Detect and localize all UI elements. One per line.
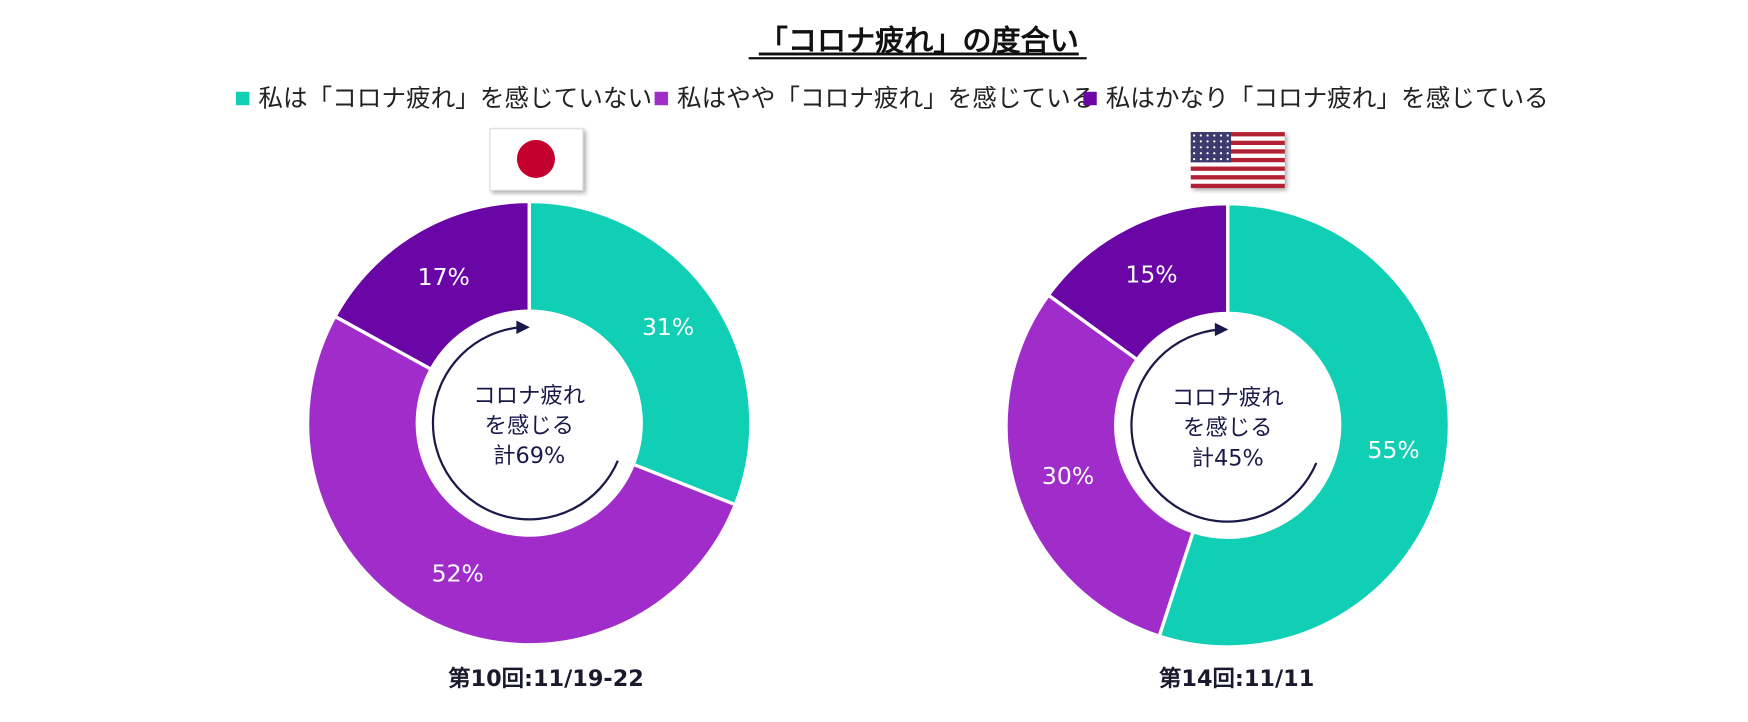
cycle-arrow (431, 326, 619, 521)
flag-star (1199, 146, 1202, 149)
center-text: 計69% (493, 443, 565, 469)
data-label: 31% (642, 313, 694, 341)
flag-stripe (1190, 175, 1285, 180)
flag-star (1213, 140, 1216, 143)
data-label: 55% (1367, 436, 1419, 464)
flag-star (1213, 134, 1216, 137)
legend-swatch (235, 91, 250, 106)
flag-star (1219, 158, 1223, 161)
flag-star (1206, 140, 1209, 143)
flag-star (1206, 146, 1209, 149)
flag-star (1219, 152, 1223, 155)
center-text: を感じる (484, 413, 574, 439)
legend-swatch (654, 91, 669, 106)
legend-label: 私は「コロナ疲れ」を感じていない (258, 84, 652, 113)
legend-label: 私はやや「コロナ疲れ」を感じている (677, 84, 1095, 113)
flag-star (1206, 152, 1209, 155)
arrow-head (516, 320, 530, 334)
flag-canton (1190, 132, 1232, 163)
flag-stripe (1190, 183, 1285, 189)
flag-star (1226, 140, 1229, 143)
flag-japan (489, 128, 584, 191)
flag-stripe (1190, 149, 1285, 154)
data-label: 17% (418, 263, 470, 291)
flag-star (1226, 146, 1229, 149)
center-text: 計45% (1192, 445, 1264, 471)
arrow-head (1214, 322, 1229, 337)
flag-star (1213, 152, 1216, 155)
center-text: コロナ疲れ (1172, 385, 1284, 411)
flag-star (1193, 146, 1196, 149)
data-label: 52% (432, 560, 484, 588)
legend-label: 私はかなり「コロナ疲れ」を感じている (1106, 84, 1549, 113)
donut-slice (527, 199, 753, 507)
flag-star (1213, 146, 1216, 149)
donut-slice (1046, 202, 1230, 362)
flag-star (1219, 140, 1223, 143)
flag-stripe (1190, 157, 1285, 163)
flag-star (1193, 158, 1196, 161)
data-label: 15% (1125, 260, 1177, 288)
flag-stripe (1190, 132, 1285, 137)
legend-swatch (1083, 91, 1097, 106)
donut-slice (305, 314, 738, 647)
chart-title: 「コロナ疲れ」の度合い (759, 24, 1079, 58)
flag-usa (1190, 132, 1285, 189)
donut-slice (1004, 292, 1196, 639)
chart-caption: 第14回:11/11 (1159, 665, 1314, 692)
flag-star (1199, 152, 1202, 155)
flag-star (1199, 140, 1202, 143)
center-text: を感じる (1183, 415, 1273, 441)
center-text: コロナ疲れ (473, 383, 585, 409)
chart-caption: 第10回:11/19-22 (448, 665, 644, 692)
flag-star (1226, 152, 1229, 155)
flag-star (1213, 158, 1216, 161)
flag-star (1193, 140, 1196, 143)
donut-slice (1157, 202, 1452, 649)
flag-star (1226, 158, 1229, 161)
cycle-arrow (1130, 328, 1318, 523)
flag-star (1193, 134, 1196, 137)
flag-stripe (1190, 140, 1285, 146)
flag-star (1206, 158, 1209, 161)
data-label: 30% (1042, 462, 1094, 490)
flag-star (1219, 146, 1223, 149)
flag-star (1219, 134, 1223, 137)
flag-star (1199, 134, 1202, 137)
flag-star (1226, 134, 1229, 137)
flag-stripe (1190, 166, 1285, 171)
flag-star (1206, 134, 1209, 137)
flag-star (1193, 152, 1196, 155)
flag-star (1199, 158, 1202, 161)
donut-slice (332, 199, 531, 372)
